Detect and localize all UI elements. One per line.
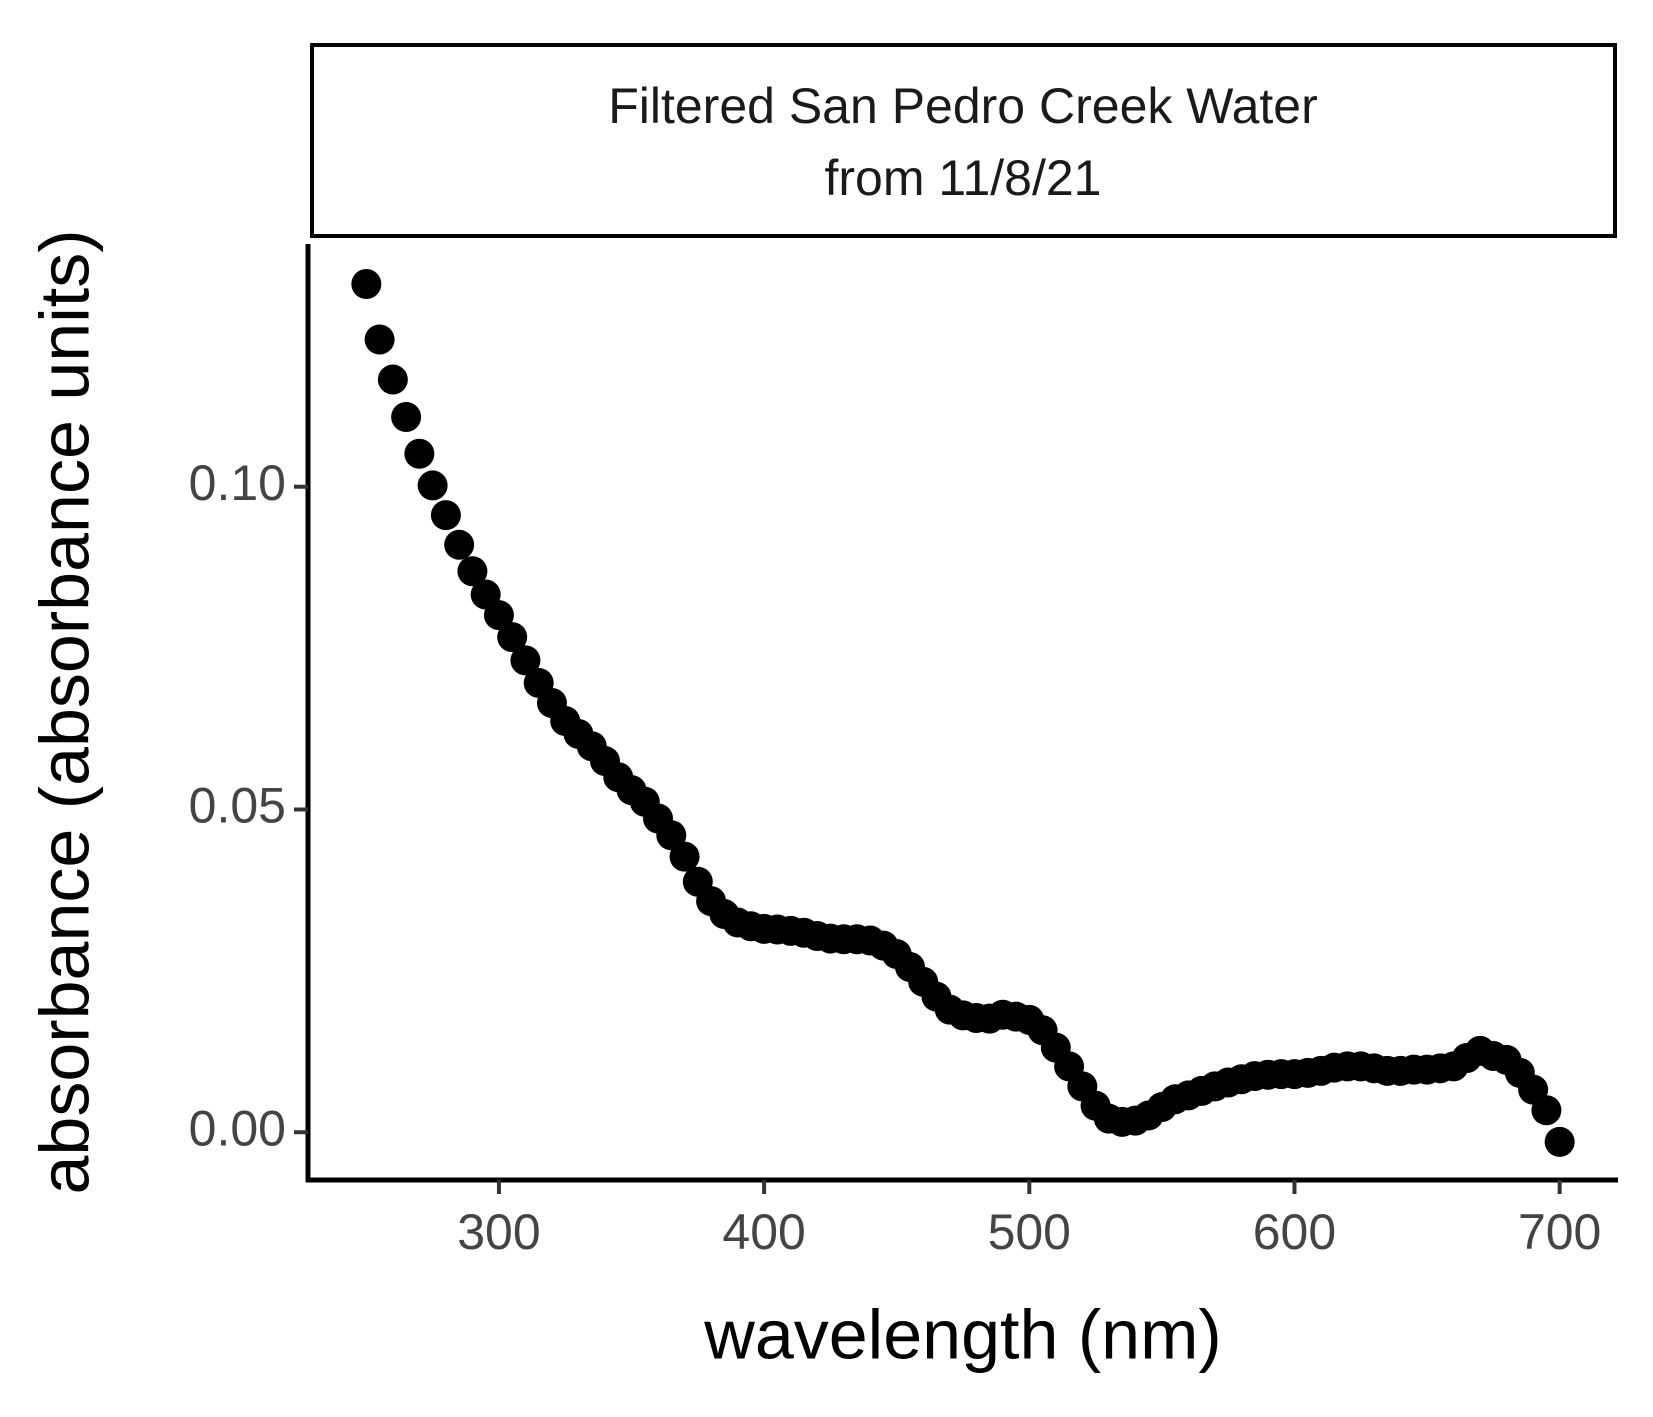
point [483,600,514,631]
point [377,364,408,395]
point [430,500,461,531]
point [497,622,528,653]
x-axis-title: wavelength (nm) [703,1295,1221,1373]
chart-title: Filtered San Pedro Creek Water [608,78,1318,134]
point [1531,1095,1562,1126]
strip-box [310,43,1617,238]
chart-title: from 11/8/21 [824,150,1101,206]
point [444,529,475,560]
x-tick-label: 700 [1518,1204,1601,1260]
point [669,841,700,872]
point [1544,1126,1575,1157]
point [510,645,541,676]
point [417,470,448,501]
x-tick-label: 600 [1253,1204,1336,1260]
point [391,401,422,432]
x-tick-label: 300 [457,1204,540,1260]
x-tick-label: 500 [988,1204,1071,1260]
point [364,324,395,355]
y-tick-label: 0.00 [189,1100,286,1156]
y-tick-label: 0.10 [189,455,286,511]
y-axis-title: absorbance (absorbance units) [25,229,103,1194]
point [351,269,382,300]
point [457,556,488,587]
y-tick-label: 0.05 [189,778,286,834]
x-tick-label: 400 [722,1204,805,1260]
point [404,438,435,469]
